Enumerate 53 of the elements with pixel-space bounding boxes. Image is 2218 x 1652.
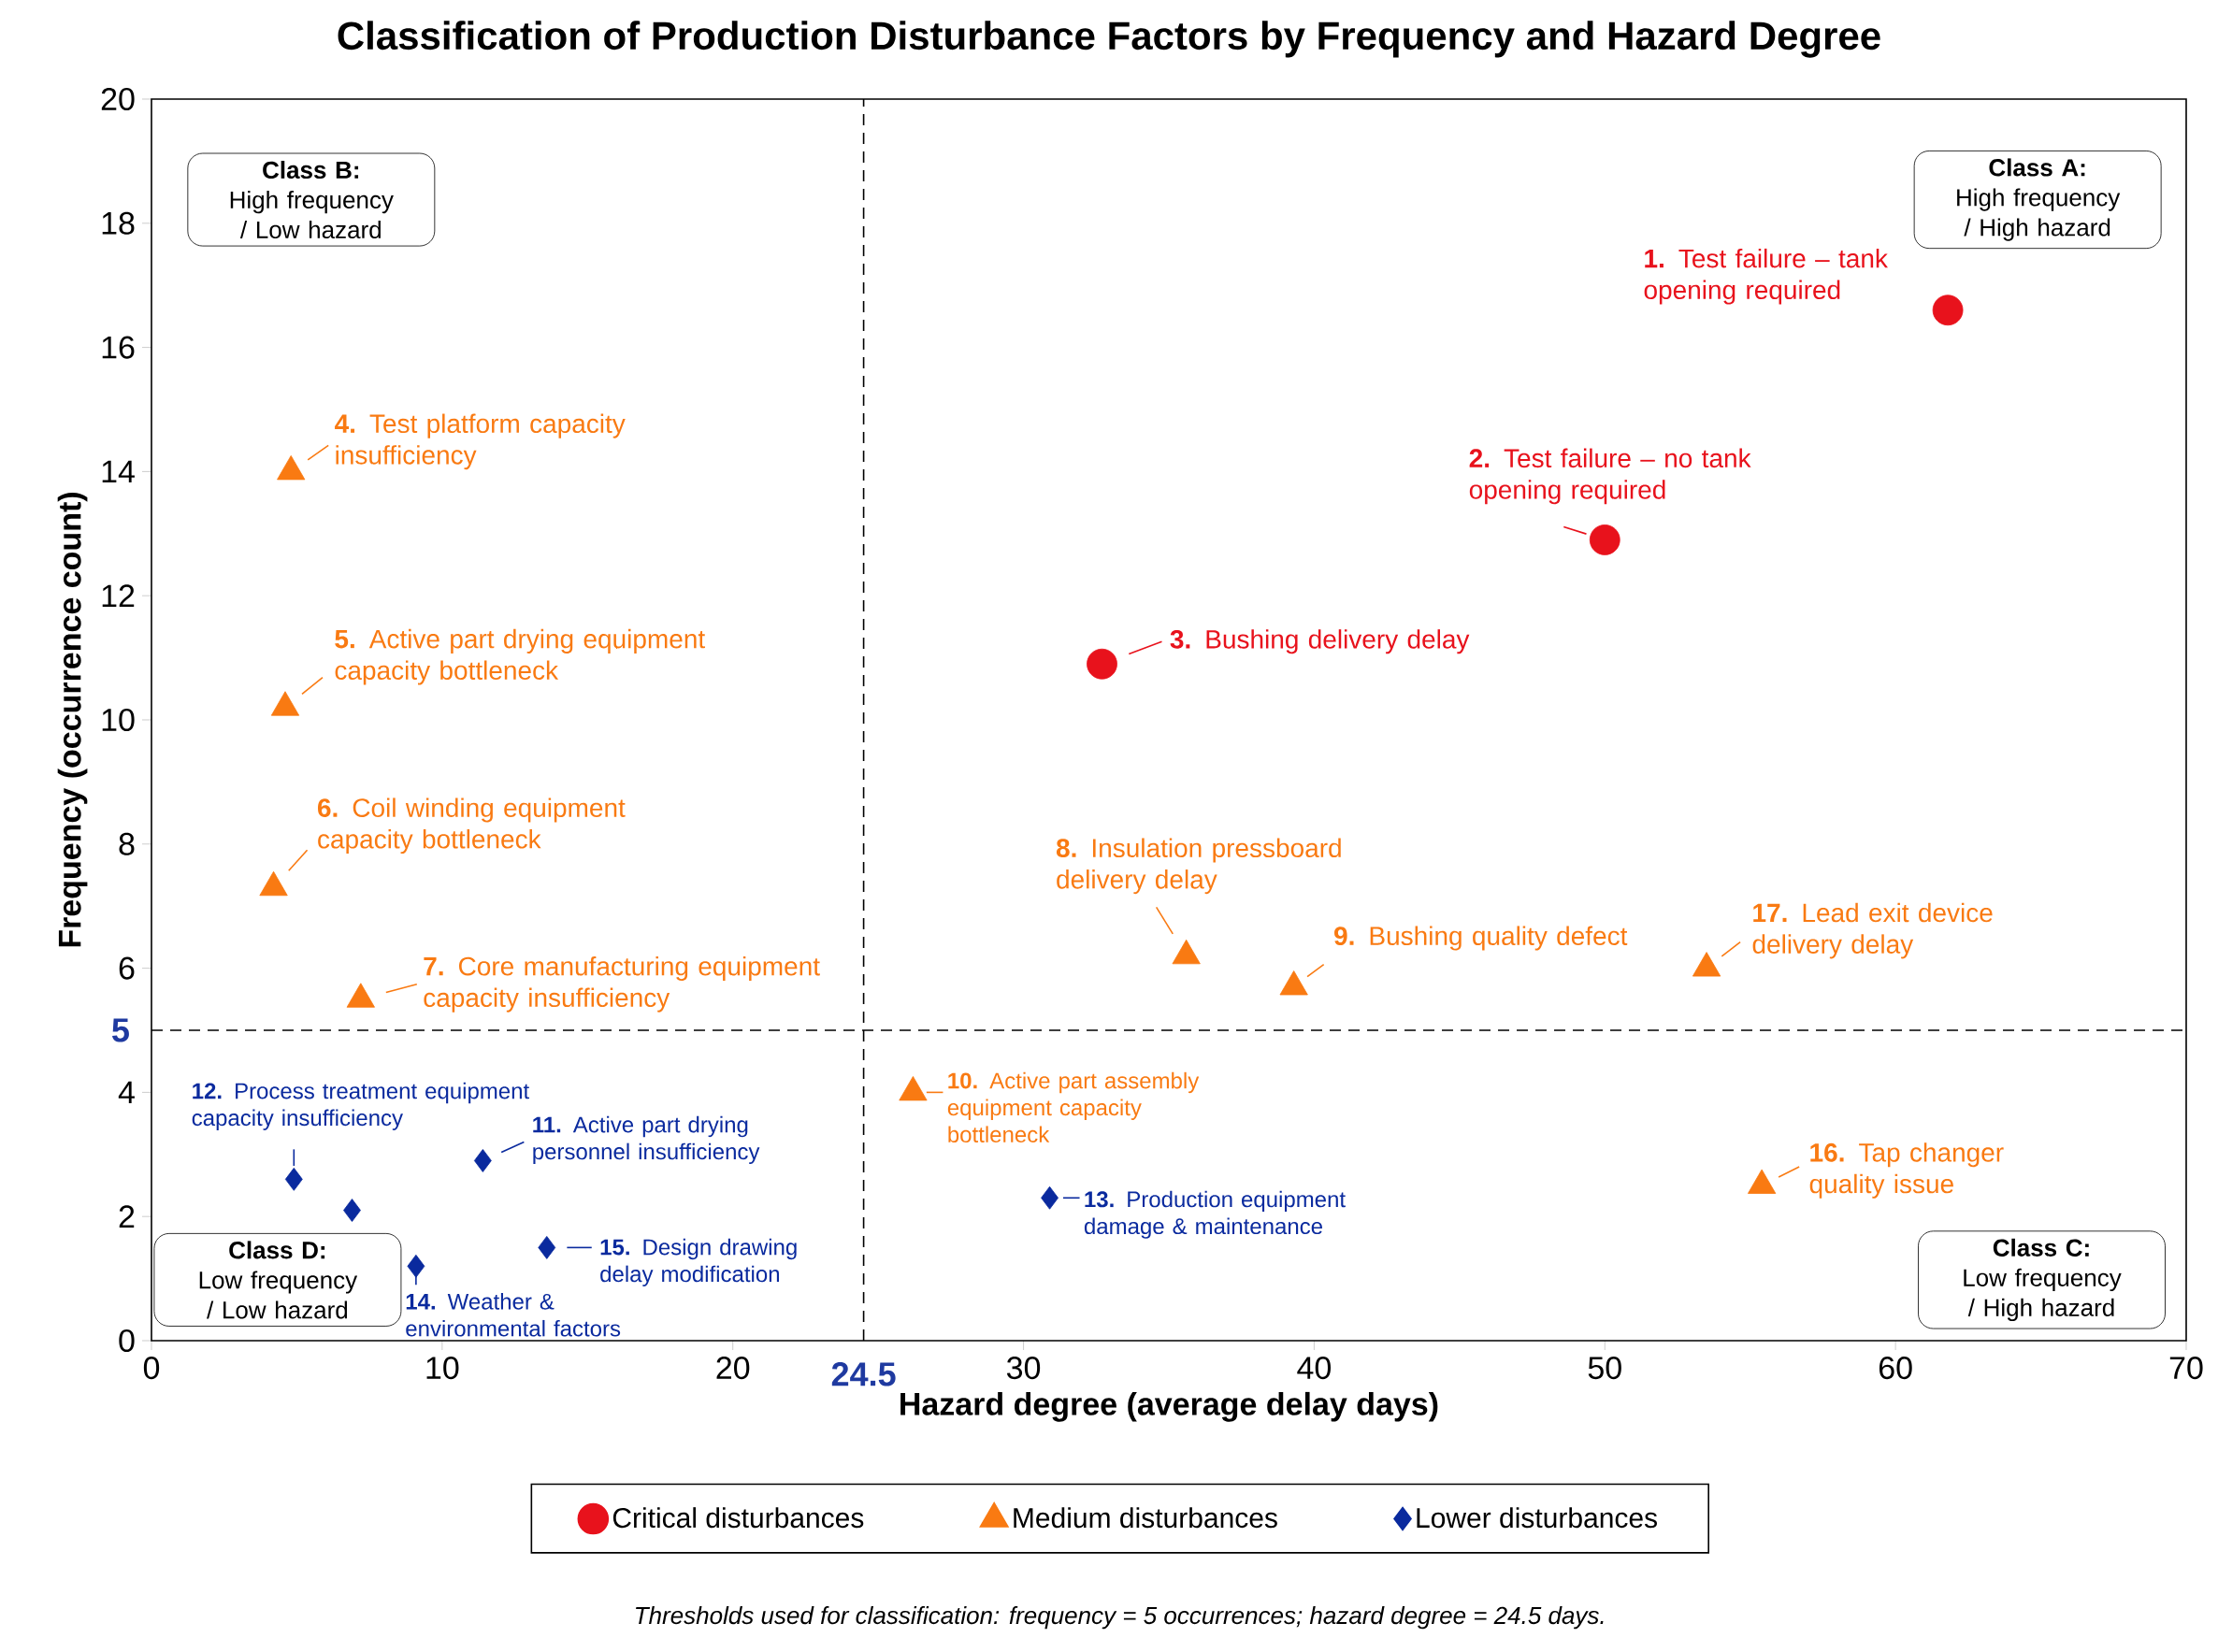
- legend-label: Critical disturbances: [612, 1507, 864, 1529]
- annotation: 10. Active part assembly equipment capacity bottleneck: [947, 1071, 1200, 1142]
- legend-label: Medium disturbances: [1014, 1507, 1277, 1529]
- legend-label: Lower disturbances: [1417, 1507, 1657, 1529]
- y-tick-label: 4: [118, 1081, 135, 1104]
- annotation: Class D:: [229, 1241, 325, 1259]
- annotation: Class A:: [1989, 158, 2085, 177]
- y-tick-label: 18: [102, 211, 135, 235]
- x-tick-label: 20: [716, 1357, 750, 1380]
- x-tick-label: 30: [1006, 1357, 1041, 1380]
- annotation: Class C:: [1993, 1238, 2089, 1257]
- annotation: Class B:: [263, 160, 359, 180]
- ref-line-label: 24.5: [831, 1362, 896, 1386]
- y-tick-label: 14: [102, 460, 135, 483]
- annotation: 17. Lead exit device delivery delay: [1752, 902, 1993, 959]
- annotation: 4. Test platform capacity insufficiency: [335, 413, 626, 470]
- annotation: 16. Tap changer quality issue: [1809, 1142, 2004, 1199]
- x-tick-label: 70: [2169, 1357, 2203, 1380]
- chart-title: Classification of Production Disturbance Factors by Frequency and Hazard Degree: [338, 21, 1880, 58]
- y-tick-label: 12: [102, 584, 135, 608]
- x-axis-title: Hazard degree (average delay days): [900, 1391, 1438, 1422]
- y-axis-title: Frequency (occurrence count): [57, 493, 88, 947]
- y-tick-label: 16: [102, 336, 135, 359]
- text: Thresholds used for classification: frequency = 5 occurrences; hazard degree = 24.5 days.: [636, 1606, 1604, 1630]
- x-tick-label: 50: [1588, 1357, 1621, 1380]
- annotation: 6. Coil winding equipment capacity bottleneck: [318, 797, 626, 855]
- annotation: 11. Active part drying personnel insufficiency: [533, 1115, 760, 1165]
- y-tick-label: 0: [119, 1329, 135, 1353]
- annotation: 14. Weather & environmental factors: [406, 1293, 621, 1337]
- annotation: 13. Production equipment damage & maintenance: [1084, 1190, 1346, 1239]
- annotation: 1. Test failure – tank opening required: [1644, 248, 1888, 305]
- annotation: 12. Process treatment equipment capacity insufficiency: [192, 1082, 530, 1130]
- x-tick-label: 60: [1879, 1357, 1912, 1380]
- annotation: Low frequency / High hazard: [1964, 1268, 2122, 1322]
- y-tick-label: 6: [119, 956, 135, 980]
- x-tick-label: 0: [143, 1357, 160, 1380]
- annotation: 8. Insulation pressboard delivery delay: [1056, 838, 1341, 895]
- annotation: 9. Bushing quality defect: [1334, 926, 1628, 951]
- annotation: High frequency / High hazard: [1957, 188, 2121, 241]
- x-tick-label: 40: [1297, 1357, 1332, 1380]
- annotation: Low frequency / Low hazard: [199, 1271, 358, 1319]
- annotation: 7. Core manufacturing equipment capacity insufficiency: [424, 955, 820, 1013]
- y-tick-label: 2: [119, 1205, 135, 1228]
- annotation: 3. Bushing delivery delay: [1170, 629, 1470, 654]
- annotation: High frequency / Low hazard: [230, 190, 394, 239]
- y-tick-label: 8: [119, 832, 135, 855]
- x-tick-label: 10: [426, 1357, 459, 1380]
- y-tick-label: 20: [101, 87, 135, 111]
- ref-line-label: 5: [112, 1018, 129, 1042]
- annotation: 2. Test failure – no tank opening required: [1469, 448, 1751, 505]
- y-tick-label: 10: [102, 708, 135, 732]
- annotation: 5. Active part drying equipment capacity bottleneck: [335, 628, 705, 685]
- annotation: 15. Design drawing delay modification: [600, 1238, 797, 1286]
